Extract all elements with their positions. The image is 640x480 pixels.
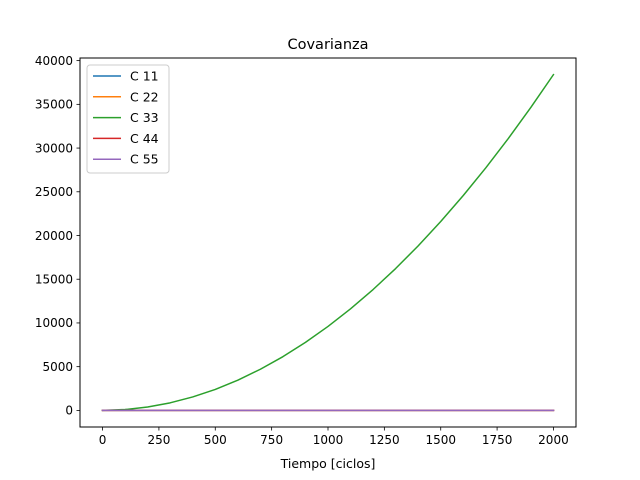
chart-title: Covarianza [287, 37, 368, 53]
x-tick-label: 1750 [482, 433, 513, 447]
legend-label-c-33: C 33 [130, 110, 159, 125]
x-tick-label: 1250 [369, 433, 400, 447]
y-tick-label: 30000 [35, 141, 73, 155]
x-axis-ticks: 0 250 500 750 1000 1250 1500 1750 2000 [99, 427, 569, 447]
x-tick-label: 0 [99, 433, 107, 447]
legend-label-c-55: C 55 [130, 152, 159, 167]
series-line-c-33 [101, 73, 555, 412]
x-tick-label: 1500 [425, 433, 456, 447]
y-tick-label: 40000 [35, 54, 73, 68]
y-tick-label: 5000 [42, 360, 73, 374]
legend-label-c-22: C 22 [130, 89, 159, 104]
y-tick-label: 20000 [35, 229, 73, 243]
legend-label-c-44: C 44 [130, 131, 159, 146]
x-tick-label: 250 [147, 433, 170, 447]
y-tick-label: 10000 [35, 316, 73, 330]
y-tick-label: 25000 [35, 185, 73, 199]
x-tick-label: 500 [204, 433, 227, 447]
legend-box [86, 64, 170, 174]
legend-label-c-11: C 11 [130, 69, 159, 84]
x-tick-label: 750 [260, 433, 283, 447]
x-axis-label: Tiempo [ciclos] [280, 456, 376, 471]
y-tick-label: 0 [65, 404, 73, 418]
y-tick-label: 35000 [35, 98, 73, 112]
x-tick-label: 1000 [313, 433, 344, 447]
y-axis-ticks: 0 5000 10000 15000 20000 25000 30000 35000 40000 [35, 54, 80, 418]
y-tick-label: 15000 [35, 273, 73, 287]
series-layer [101, 73, 555, 412]
x-tick-label: 2000 [538, 433, 569, 447]
legend: C 11 C 22 C 33 C 44 C 55 [86, 64, 170, 174]
